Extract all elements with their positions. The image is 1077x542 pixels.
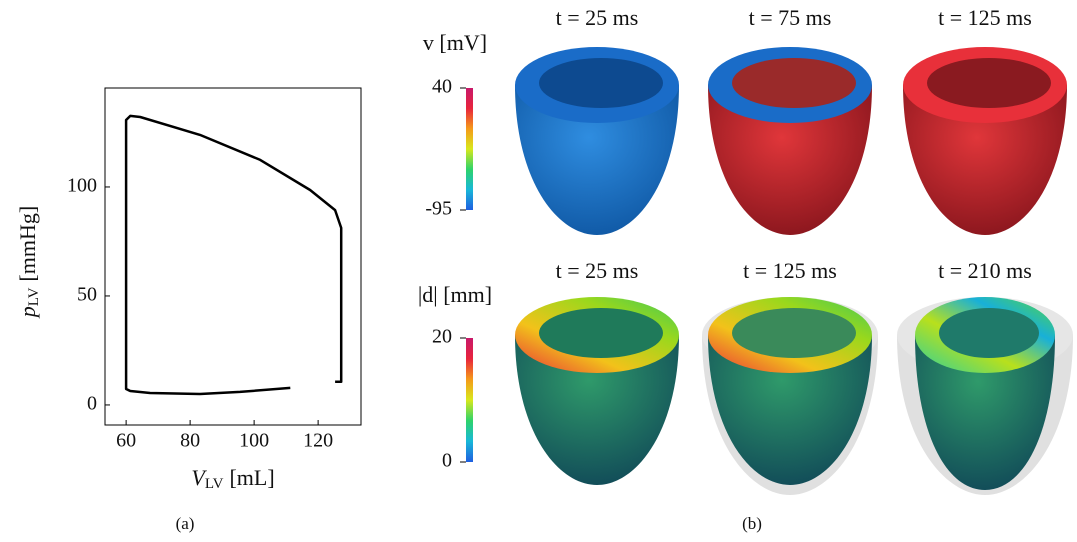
heart-cavity	[939, 308, 1039, 358]
colorbar-tick-label: -95	[425, 198, 452, 220]
heart-render	[897, 297, 1073, 495]
heart-render	[515, 297, 679, 485]
figure: (a) (b) 6080100120050100VLV[mL]pLV[mmHg]…	[0, 0, 1077, 542]
x-label-subscript: LV	[205, 476, 224, 492]
y-tick-label: 50	[77, 284, 97, 306]
y-label-subscript: LV	[26, 287, 42, 306]
heart-cavity	[539, 308, 663, 358]
heart-render	[515, 47, 679, 235]
x-axis-label: VLV[mL]	[191, 465, 274, 492]
x-label-unit: [mL]	[229, 465, 274, 490]
x-tick-label: 100	[239, 430, 269, 452]
pv-loop	[126, 116, 341, 394]
plot-frame	[105, 88, 361, 425]
x-tick-label: 120	[303, 430, 333, 452]
time-label: t = 125 ms	[743, 258, 837, 283]
time-label: t = 25 ms	[556, 258, 639, 283]
y-tick-label: 100	[67, 175, 97, 197]
colorbar-label: v [mV]	[423, 30, 487, 55]
y-label-symbol: p	[15, 306, 40, 319]
heart-render	[903, 47, 1067, 235]
colorbar	[466, 338, 473, 462]
y-axis-label: pLV [mmHg]	[15, 206, 42, 319]
x-tick-label: 60	[116, 430, 136, 452]
colorbar-tick-label: 40	[432, 76, 452, 98]
time-label: t = 210 ms	[938, 258, 1032, 283]
y-label-unit: [mmHg]	[15, 206, 40, 282]
colorbar	[466, 88, 473, 210]
x-tick-label: 80	[180, 430, 200, 452]
caption-b: (b)	[742, 514, 762, 533]
colorbar-tick-label: 0	[442, 450, 452, 472]
colorbar-label: |d| [mm]	[418, 282, 492, 307]
time-label: t = 25 ms	[556, 5, 639, 30]
y-tick-label: 0	[87, 393, 97, 415]
time-label: t = 125 ms	[938, 5, 1032, 30]
heart-render	[708, 47, 872, 235]
heart-cavity	[732, 58, 856, 108]
caption-a: (a)	[176, 514, 195, 533]
time-label: t = 75 ms	[749, 5, 832, 30]
heart-render	[702, 297, 878, 495]
heart-cavity	[539, 58, 663, 108]
colorbar-tick-label: 20	[432, 326, 452, 348]
heart-cavity	[927, 58, 1051, 108]
heart-cavity	[732, 308, 856, 358]
